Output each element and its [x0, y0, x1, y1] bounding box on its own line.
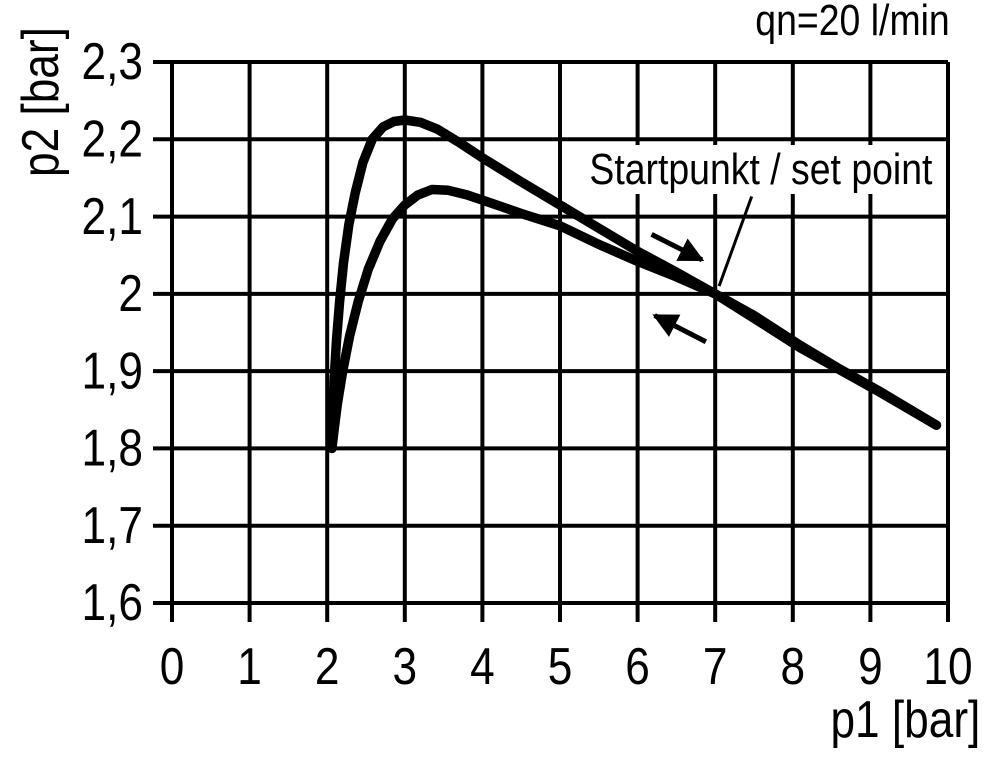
- setpoint-annotation: Startpunkt / set point: [586, 145, 936, 194]
- y-tick-label-1,9: 1,9: [82, 342, 143, 400]
- y-tick-label-2,1: 2,1: [82, 187, 143, 245]
- y-tick-label-1,8: 1,8: [82, 419, 143, 477]
- return-direction-arrow-icon: [652, 313, 708, 344]
- x-tick-label-8: 8: [781, 638, 806, 696]
- x-tick-label-3: 3: [393, 638, 418, 696]
- x-tick-label-7: 7: [703, 638, 728, 696]
- chart-title: qn=20 l/min: [755, 0, 950, 45]
- x-tick-label-4: 4: [470, 638, 495, 696]
- y-axis-title: p2 [bar]: [12, 27, 70, 178]
- annotation-leader-line: [717, 195, 754, 287]
- x-tick-label-2: 2: [315, 638, 340, 696]
- y-tick-label-1,6: 1,6: [82, 574, 143, 632]
- x-tick-label-10: 10: [923, 638, 972, 696]
- x-tick-label-9: 9: [858, 638, 883, 696]
- x-tick-label-5: 5: [548, 638, 573, 696]
- y-tick-label-2,3: 2,3: [82, 33, 143, 91]
- x-tick-label-6: 6: [625, 638, 650, 696]
- x-axis-title: p1 [bar]: [830, 691, 980, 749]
- forward-direction-arrow-icon: [650, 232, 705, 263]
- y-tick-label-2,2: 2,2: [82, 110, 143, 168]
- curve-return: [327, 184, 942, 454]
- x-tick-label-1: 1: [237, 638, 262, 696]
- y-tick-label-2: 2: [118, 265, 143, 323]
- x-tick-label-0: 0: [160, 638, 185, 696]
- y-tick-label-1,7: 1,7: [82, 497, 143, 555]
